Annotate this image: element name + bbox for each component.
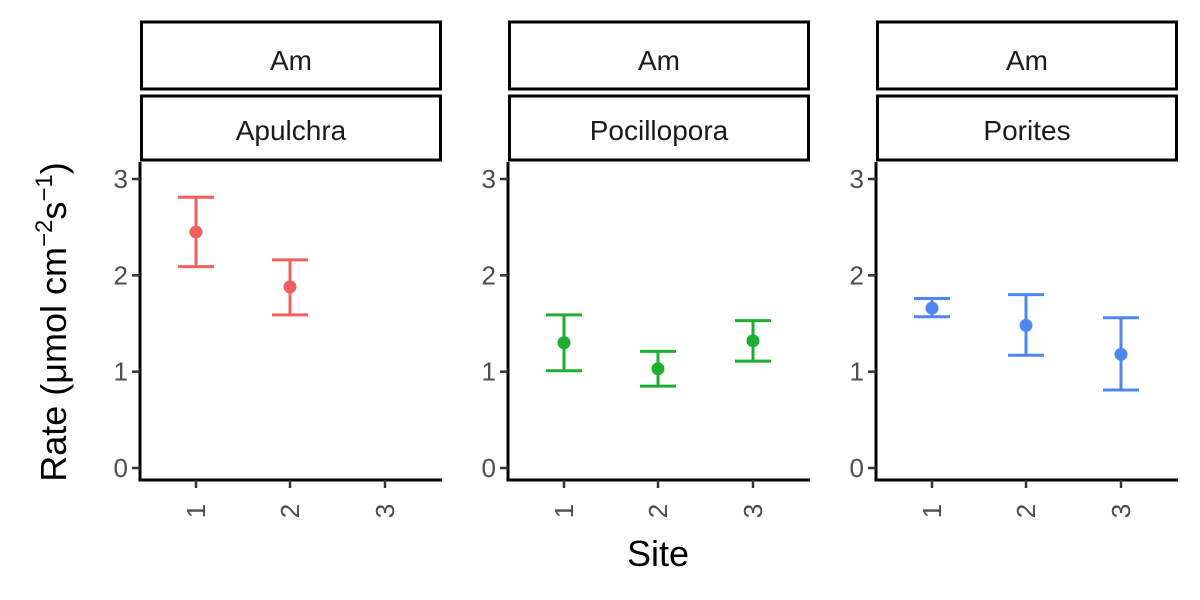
panel-1: Am Apulchra 0 1 2 3 1 2 3 <box>114 20 442 518</box>
x-tick-label: 3 <box>738 504 768 518</box>
strip-bottom-label: Porites <box>983 115 1070 146</box>
strip-bottom-box <box>876 94 1178 162</box>
y-axis-title-suffix: ) <box>33 162 74 174</box>
y-tick-label: 1 <box>850 357 864 387</box>
mean-point <box>283 280 297 294</box>
errorbar-site-2 <box>1008 293 1044 357</box>
y-tick-label: 2 <box>114 260 128 290</box>
x-axis-title: Site <box>627 533 689 574</box>
mean-point <box>1114 347 1128 361</box>
errorbar-site-1 <box>914 296 950 319</box>
y-tick-label: 2 <box>850 260 864 290</box>
errorbar-site-1 <box>178 195 214 269</box>
mean-point <box>925 301 939 315</box>
y-axis-title: Rate (μmol cm−2s−1) <box>31 162 74 482</box>
x-tick-label: 2 <box>643 504 673 518</box>
y-tick-label: 0 <box>850 453 864 483</box>
y-axis-title-unit1: mol cm <box>33 247 74 363</box>
strip-top-label: Am <box>270 45 312 76</box>
x-tick-label: 3 <box>1106 504 1136 518</box>
y-axis-title-unit2: s <box>33 202 74 220</box>
y-axis-title-exp2: −1 <box>31 174 58 201</box>
y-axis-title-mu: μ <box>33 363 74 384</box>
panel-3: Am Porites 0 1 2 3 1 2 3 <box>850 20 1178 518</box>
mean-point <box>1019 318 1033 332</box>
errorbar-site-2 <box>272 258 308 317</box>
y-axis-title-exp1: −2 <box>31 220 58 247</box>
strip-top-box <box>876 20 1178 91</box>
y-tick-label: 3 <box>482 164 496 194</box>
errorbar-site-3 <box>1103 316 1139 392</box>
strip-top-label: Am <box>638 45 680 76</box>
panels: Am Apulchra 0 1 2 3 1 2 3 Am Pocillopora 0 1 2 3 1 2 3 Am P… <box>114 20 1178 518</box>
y-tick-label: 1 <box>482 357 496 387</box>
y-tick-label: 3 <box>114 164 128 194</box>
x-tick-label: 2 <box>1011 504 1041 518</box>
x-tick-label: 2 <box>275 504 305 518</box>
mean-point <box>189 225 203 239</box>
y-tick-label: 3 <box>850 164 864 194</box>
errorbar-site-3 <box>735 319 771 363</box>
y-tick-label: 2 <box>482 260 496 290</box>
errorbar-site-1 <box>546 313 582 373</box>
strip-bottom-box <box>140 94 442 162</box>
x-tick-label: 3 <box>370 504 400 518</box>
strip-bottom-box <box>508 94 810 162</box>
y-tick-label: 1 <box>114 357 128 387</box>
strip-bottom-label: Pocillopora <box>590 115 729 146</box>
panel-2: Am Pocillopora 0 1 2 3 1 2 3 <box>482 20 810 518</box>
strip-top-label: Am <box>1006 45 1048 76</box>
y-tick-label: 0 <box>114 453 128 483</box>
mean-point <box>746 334 760 348</box>
y-tick-label: 0 <box>482 453 496 483</box>
strip-top-box <box>508 20 810 91</box>
y-axis-title-prefix: Rate ( <box>33 384 74 482</box>
mean-point <box>557 336 571 350</box>
errorbar-site-2 <box>640 349 676 388</box>
x-tick-label: 1 <box>181 504 211 518</box>
strip-top-box <box>140 20 442 91</box>
strip-bottom-label: Apulchra <box>236 115 347 146</box>
x-tick-label: 1 <box>917 504 947 518</box>
x-tick-label: 1 <box>549 504 579 518</box>
mean-point <box>651 362 665 376</box>
